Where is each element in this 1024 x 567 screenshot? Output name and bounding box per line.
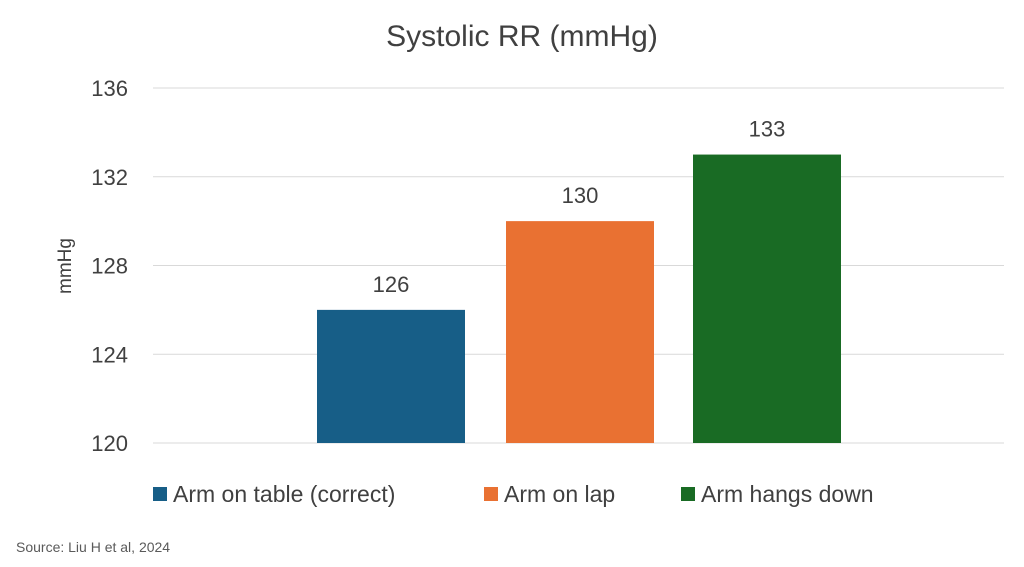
y-axis-label: mmHg: [55, 238, 76, 294]
data-label: 133: [749, 117, 786, 142]
y-tick-label: 124: [91, 342, 128, 367]
y-tick-label: 132: [91, 165, 128, 190]
legend-label: Arm on lap: [504, 481, 615, 507]
bar: [693, 154, 841, 443]
legend: Arm on table (correct) Arm on lap Arm hang…: [153, 481, 874, 507]
data-labels: 126 130 133: [373, 117, 786, 297]
legend-label: Arm hangs down: [701, 481, 874, 507]
bars: [317, 154, 841, 443]
bar: [317, 309, 465, 443]
y-tick-label: 136: [91, 76, 128, 101]
y-tick-label: 128: [91, 254, 128, 279]
y-axis-ticks: 120 124 128 132 136: [91, 76, 128, 456]
legend-swatch: [484, 487, 498, 501]
legend-swatch: [681, 487, 695, 501]
bar: [506, 221, 654, 443]
data-label: 126: [373, 272, 410, 297]
chart-title: Systolic RR (mmHg): [386, 20, 658, 53]
legend-swatch: [153, 487, 167, 501]
data-label: 130: [562, 183, 599, 208]
y-tick-label: 120: [91, 431, 128, 456]
legend-label: Arm on table (correct): [173, 481, 395, 507]
source-note: Source: Liu H et al, 2024: [16, 539, 171, 555]
